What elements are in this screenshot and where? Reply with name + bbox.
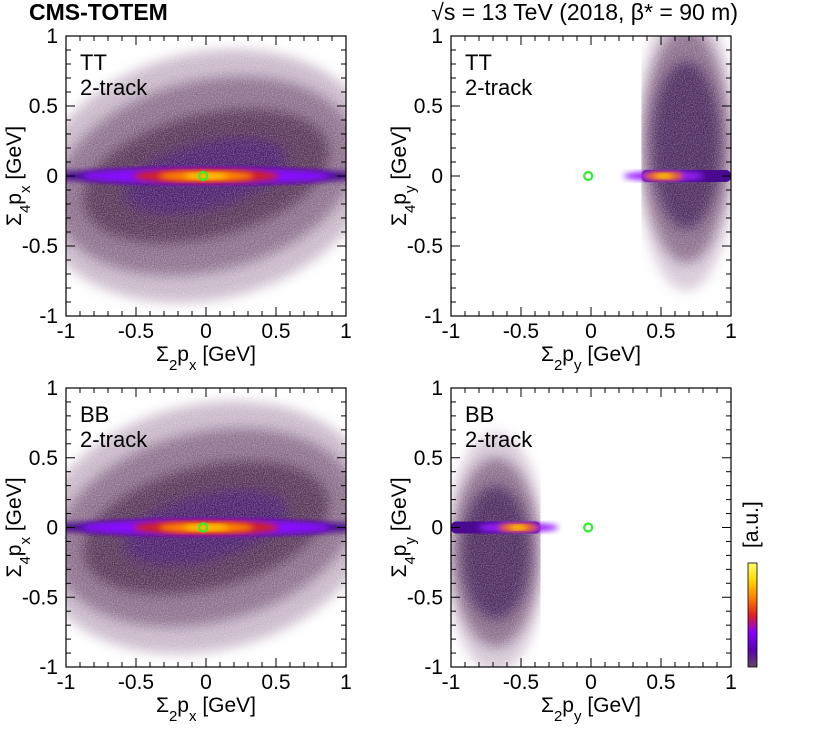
origin-marker [583, 522, 594, 533]
x-tick-label: -0.5 [118, 671, 154, 694]
x-tick-label: 1 [340, 671, 352, 694]
y-tick-label: 0 [46, 517, 58, 540]
heatmap-br [451, 388, 731, 667]
panel-label: 2-track [465, 75, 533, 100]
y-tick-label: -0.5 [407, 586, 443, 609]
y-tick-label: 1 [431, 377, 443, 400]
x-tick-label: -1 [57, 320, 76, 343]
y-tick-label: 1 [46, 25, 58, 48]
panel-br: -1 -0.5 0 0.5 1 -1 -0.5 0 0.5 1 Σ2py [GeV] Σ4py [Ge… [388, 377, 737, 725]
run-conditions-label: √s = 13 TeV (2018, β* = 90 m) [431, 0, 738, 25]
panel-label: 2-track [465, 427, 533, 452]
panel-label: BB [80, 402, 109, 427]
x-tick-label: 0 [585, 671, 597, 694]
band-yellow [183, 524, 229, 531]
experiment-label: CMS-TOTEM [29, 0, 168, 25]
x-tick-label: 1 [340, 320, 352, 343]
y-tick-label: 0 [46, 165, 58, 188]
band-yellow [509, 525, 528, 530]
heatmap-bl [66, 388, 346, 667]
panel-label: 2-track [80, 427, 148, 452]
x-tick-label: 1 [725, 320, 737, 343]
y-tick-label: -0.5 [22, 235, 58, 258]
panel-tl: -1 -0.5 0 0.5 1 -1 -0.5 0 0.5 1 Σ2px [GeV] Σ4px [Ge… [3, 25, 352, 374]
x-tick-label: -1 [442, 320, 461, 343]
y-tick-label: -0.5 [22, 586, 58, 609]
x-tick-label: 0.5 [646, 320, 675, 343]
y-tick-label: -1 [424, 656, 443, 679]
x-tick-label: 1 [725, 671, 737, 694]
y-tick-label: 0.5 [414, 95, 443, 118]
origin-marker [198, 522, 209, 533]
x-axis-label: Σ2px [GeV] [156, 694, 256, 725]
x-tick-label: -1 [57, 671, 76, 694]
x-axis-label: Σ2py [GeV] [541, 694, 641, 725]
y-tick-label: -1 [39, 305, 58, 328]
origin-marker [198, 170, 209, 182]
panels: -1 -0.5 0 0.5 1 -1 -0.5 0 0.5 1 Σ2px [GeV] Σ4px [Ge… [3, 25, 737, 725]
x-tick-label: -1 [442, 671, 461, 694]
x-axis-label: Σ2py [GeV] [541, 343, 641, 374]
y-tick-label: 1 [431, 25, 443, 48]
ticks [65, 387, 347, 668]
y-axis-label: Σ4px [GeV] [3, 126, 34, 226]
y-axis-label: Σ4py [GeV] [388, 477, 419, 577]
ticks [65, 35, 347, 317]
heatmap-tr [451, 36, 731, 316]
panel-tr: -1 -0.5 0 0.5 1 -1 -0.5 0 0.5 1 Σ2py [GeV] Σ4py [Ge… [388, 25, 737, 374]
panel-label: TT [80, 50, 107, 75]
y-tick-label: 0.5 [29, 447, 58, 470]
x-tick-label: -0.5 [118, 320, 154, 343]
band-yellow [183, 173, 229, 179]
x-tick-label: 0.5 [261, 671, 290, 694]
x-tick-label: -0.5 [503, 671, 539, 694]
panel-label: TT [465, 50, 492, 75]
y-tick-label: 1 [46, 377, 58, 400]
colorbar-label: [a.u.] [740, 501, 763, 548]
panel-label: 2-track [80, 75, 148, 100]
y-tick-label: 0 [431, 517, 443, 540]
panel-bl: -1 -0.5 0 0.5 1 -1 -0.5 0 0.5 1 Σ2px [GeV] Σ4px [Ge… [3, 377, 352, 725]
panel-label: BB [465, 402, 494, 427]
x-axis-label: Σ2px [GeV] [156, 343, 256, 374]
y-tick-label: -0.5 [407, 235, 443, 258]
x-tick-label: 0 [200, 320, 212, 343]
colorbar-gradient [747, 562, 758, 668]
y-tick-label: 0 [431, 165, 443, 188]
ticks [450, 35, 732, 317]
y-axis-label: Σ4py [GeV] [388, 126, 419, 226]
heatmap-tl [66, 36, 346, 316]
x-tick-label: -0.5 [503, 320, 539, 343]
y-tick-label: 0.5 [414, 447, 443, 470]
x-tick-label: 0.5 [646, 671, 675, 694]
x-tick-label: 0.5 [261, 320, 290, 343]
y-axis-label: Σ4px [GeV] [3, 477, 34, 577]
x-tick-label: 0 [200, 671, 212, 694]
y-tick-label: 0.5 [29, 95, 58, 118]
origin-marker [583, 170, 594, 182]
ticks [450, 387, 732, 668]
band-yellow [654, 173, 673, 179]
y-tick-label: -1 [39, 656, 58, 679]
x-tick-label: 0 [585, 320, 597, 343]
y-tick-label: -1 [424, 305, 443, 328]
colorbar: [a.u.] [740, 501, 763, 668]
